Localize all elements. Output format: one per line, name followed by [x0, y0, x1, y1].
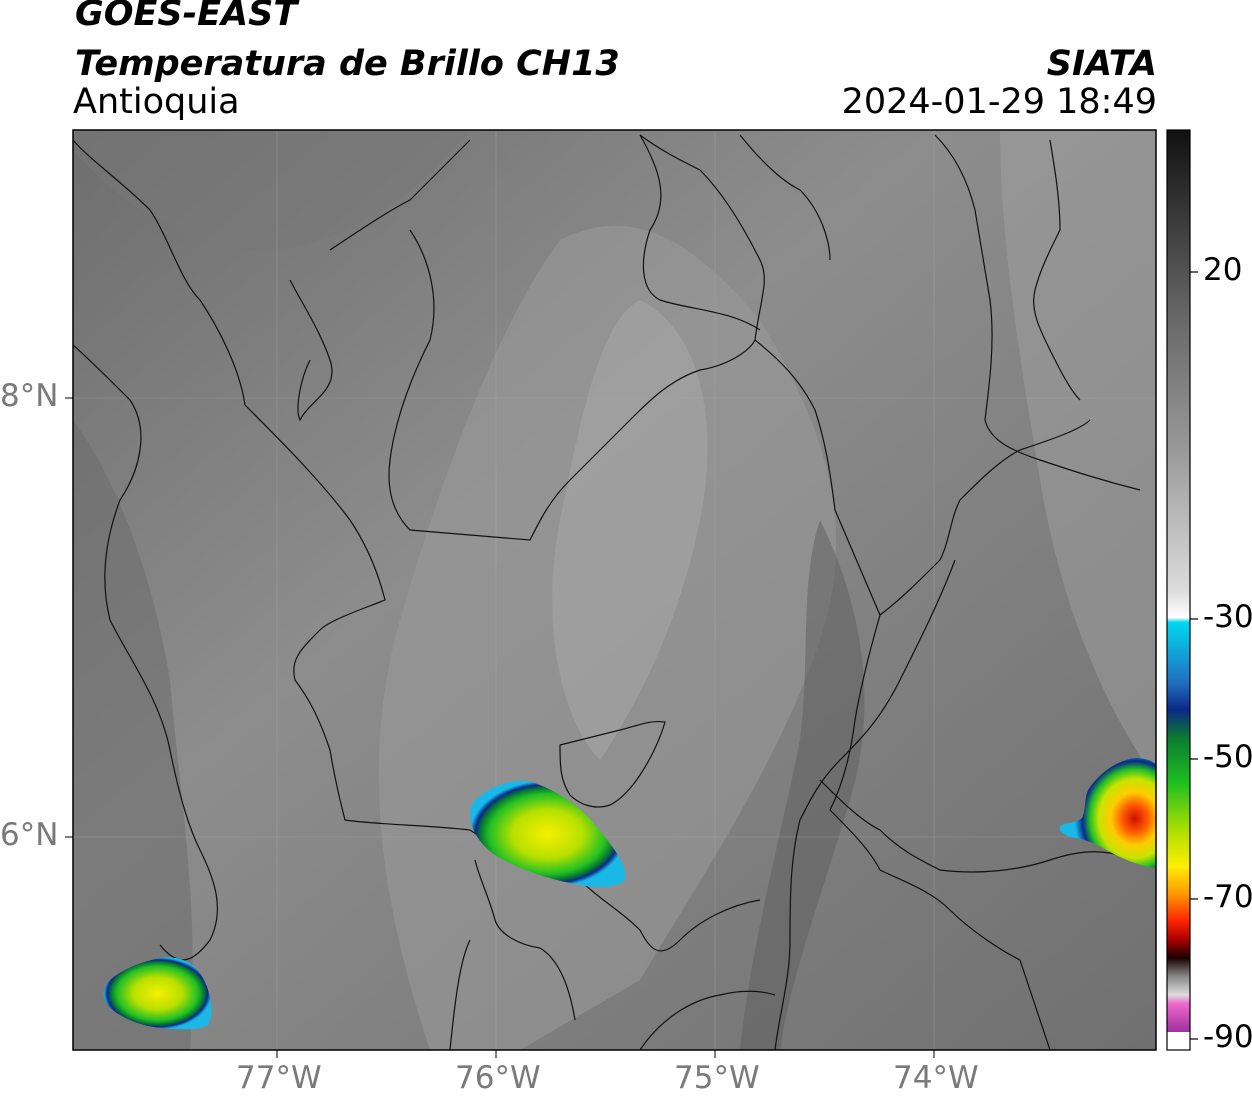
colorbar-tick-label: -70 [1203, 879, 1252, 915]
colorbar-frame [1166, 129, 1191, 1051]
organization-label: SIATA [1046, 44, 1157, 84]
region-label: Antioquia [73, 82, 240, 122]
x-tick-label: 75°W [674, 1060, 760, 1096]
timestamp-label: 2024-01-29 18:49 [841, 82, 1157, 122]
x-tick-label: 76°W [455, 1060, 541, 1096]
y-tick-label: 6°N [0, 817, 59, 853]
colorbar-tick-label: -50 [1203, 739, 1252, 775]
satellite-title: GOES-EAST [75, 0, 298, 34]
x-tick-label: 77°W [236, 1060, 322, 1096]
cell-southwest [103, 957, 212, 1030]
map-frame [72, 129, 1157, 1051]
colorbar-tick-label: 20 [1203, 252, 1243, 288]
boundaries [73, 134, 1141, 1050]
colorbar-tick-label: -30 [1203, 599, 1252, 635]
colorbar-tick-label: -90 [1203, 1019, 1252, 1055]
map-image [73, 130, 1156, 1050]
cell-east [1059, 758, 1156, 868]
axis-tick-marks [65, 397, 935, 1058]
colorbar-extend [1167, 1032, 1190, 1050]
colorbar [1167, 130, 1190, 1050]
colorbar-tick-marks [1190, 271, 1198, 1040]
product-title: Temperatura de Brillo CH13 [75, 44, 620, 84]
y-tick-label: 8°N [0, 378, 59, 414]
x-tick-label: 74°W [893, 1060, 979, 1096]
cell-center [470, 780, 626, 888]
